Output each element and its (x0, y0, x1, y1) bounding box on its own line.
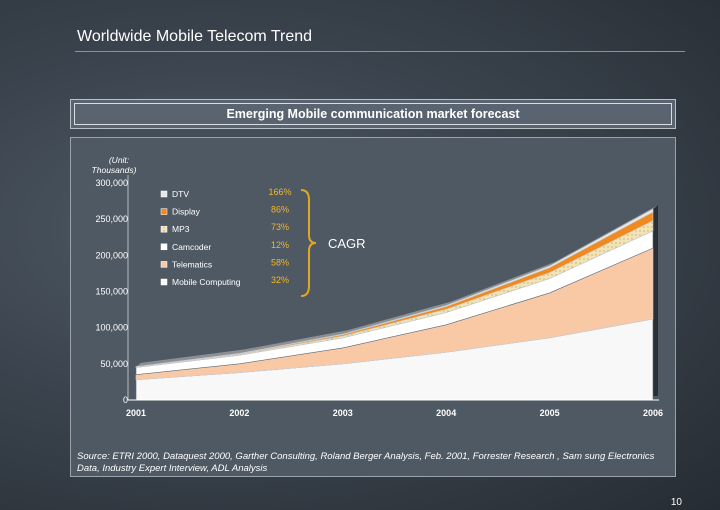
cagr-value-display: 86% (271, 205, 289, 215)
legend-label-mobile-computing: Mobile Computing (172, 277, 241, 287)
y-tick-label: 150,000 (95, 287, 128, 297)
legend-label-mp3: MP3 (172, 224, 190, 234)
x-tick-label: 2002 (229, 408, 249, 418)
legend-swatch-telematics (160, 261, 168, 268)
legend-swatch-camcoder (160, 243, 168, 251)
unit-label: (Unit: Thousands) (92, 155, 137, 175)
legend-label-dtv: DTV (172, 189, 189, 199)
legend-swatch-dtv (160, 190, 168, 198)
legend-label-camcoder: Camcoder (172, 242, 211, 252)
source-note: Source: ETRI 2000, Dataquest 2000, Garth… (77, 451, 655, 474)
x-tick-label: 2004 (436, 408, 456, 418)
area-chart: 0 50,000 100,000 150,000 200,000 250,000 300,0… (92, 155, 663, 418)
slide-title: Worldwide Mobile Telecom Trend (77, 28, 313, 45)
y-tick-label: 250,000 (95, 214, 128, 224)
cagr-brace (300, 189, 317, 297)
x-tick-label: 2006 (643, 408, 663, 418)
cagr-value-mobile-computing: 32% (271, 275, 289, 285)
y-tick-label: 0 (123, 395, 128, 405)
legend-label-telematics: Telematics (172, 259, 212, 269)
title-divider (75, 51, 685, 52)
chart-panel: 0 50,000 100,000 150,000 200,000 250,000 300,0… (70, 137, 676, 477)
legend-swatch-display (160, 208, 168, 215)
page-number: 10 (670, 497, 682, 508)
y-tick-label: 300,000 (95, 178, 128, 188)
area-dtv (135, 208, 654, 368)
chart-title: Emerging Mobile communication market for… (74, 103, 672, 125)
cagr-value-dtv: 166% (268, 187, 291, 197)
cagr-label: CAGR (328, 236, 366, 251)
cagr-value-camcoder: 12% (271, 240, 289, 250)
y-tick-label: 100,000 (95, 323, 128, 333)
chart-title-box: Emerging Mobile communication market for… (70, 99, 676, 129)
y-tick-label: 50,000 (100, 359, 128, 369)
legend-label-display: Display (172, 207, 201, 217)
cagr-value-telematics: 58% (271, 257, 289, 267)
y-tick-label: 200,000 (95, 250, 128, 260)
x-tick-label: 2001 (126, 408, 146, 418)
legend-swatch-mobile-computing (160, 278, 168, 286)
legend-swatch-mp3 (160, 225, 168, 233)
x-tick-label: 2003 (333, 408, 353, 418)
cagr-value-mp3: 73% (271, 222, 289, 232)
x-tick-label: 2005 (540, 408, 560, 418)
